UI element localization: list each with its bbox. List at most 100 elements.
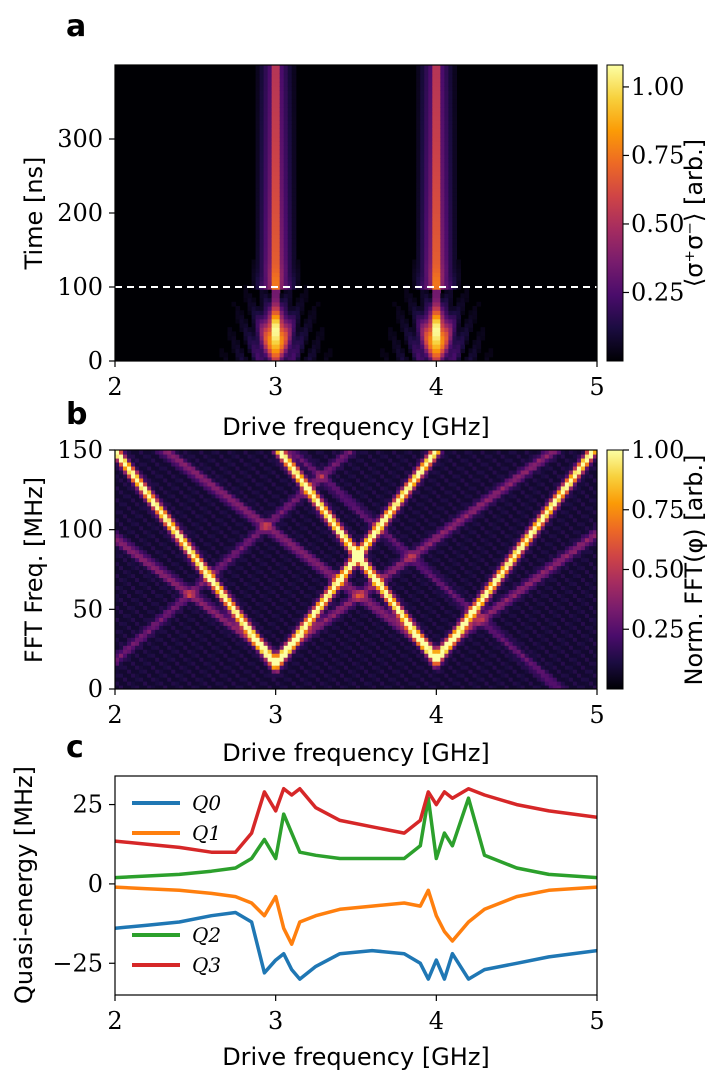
heatmap-b-cell bbox=[147, 509, 152, 515]
heatmap-b-cell bbox=[279, 633, 285, 638]
heatmap-a-cell bbox=[428, 234, 433, 239]
heatmap-a-cell bbox=[275, 255, 281, 261]
heatmap-a-cell bbox=[440, 153, 445, 159]
heatmap-b-cell bbox=[239, 581, 245, 587]
heatmap-b-cell bbox=[243, 645, 249, 650]
heatmap-b-cell bbox=[119, 501, 124, 507]
heatmap-b-cell bbox=[239, 461, 245, 467]
heatmap-a-ytick-label: 200 bbox=[57, 199, 103, 227]
heatmap-a-cell bbox=[436, 90, 441, 96]
heatmap-b-cell bbox=[251, 465, 257, 471]
heatmap-a-cell bbox=[295, 267, 301, 273]
heatmap-b-cell bbox=[223, 549, 229, 555]
heatmap-a-cell bbox=[259, 251, 265, 256]
heatmap-b-cell bbox=[259, 589, 265, 594]
heatmap-b-cell bbox=[203, 601, 208, 606]
heatmap-b-cell bbox=[167, 581, 172, 587]
heatmap-b-cell bbox=[319, 461, 325, 467]
heatmap-a-cell bbox=[444, 339, 449, 345]
heatmap-b-cell bbox=[207, 549, 212, 555]
heatmap-b-cell bbox=[187, 509, 192, 515]
heatmap-b-cell bbox=[283, 565, 289, 571]
heatmap-b-cell bbox=[199, 509, 204, 515]
heatmap-a-cell bbox=[448, 145, 453, 151]
heatmap-b-cell bbox=[303, 581, 309, 587]
heatmap-b-cell bbox=[283, 613, 289, 618]
heatmap-a-cell bbox=[432, 339, 437, 345]
heatmap-b-cell bbox=[315, 677, 321, 682]
heatmap-b-cell bbox=[131, 481, 136, 487]
heatmap-b-cell bbox=[259, 665, 265, 670]
heatmap-b-cell bbox=[219, 681, 225, 686]
heatmap-b-cell bbox=[295, 461, 301, 467]
heatmap-b-cell bbox=[115, 453, 120, 459]
heatmap-b-cell bbox=[151, 493, 156, 499]
heatmap-b-cell bbox=[315, 601, 321, 606]
heatmap-b-cell bbox=[319, 505, 325, 511]
heatmap-a-cell bbox=[440, 81, 445, 87]
heatmap-b-cell bbox=[167, 537, 172, 543]
heatmap-a-cell bbox=[247, 293, 253, 299]
heatmap-a-cell bbox=[448, 301, 453, 307]
heatmap-b-cell bbox=[203, 629, 208, 634]
heatmap-b-cell bbox=[223, 637, 229, 642]
heatmap-b-cell bbox=[175, 637, 180, 642]
heatmap-a-cell bbox=[291, 132, 297, 138]
heatmap-b-cell bbox=[207, 533, 212, 539]
heatmap-b-cell bbox=[135, 617, 140, 622]
heatmap-b-cell bbox=[131, 569, 136, 575]
heatmap-a-xtick-label: 5 bbox=[589, 373, 604, 401]
heatmap-a-cell bbox=[380, 348, 385, 354]
heatmap-b-cell bbox=[115, 450, 120, 455]
heatmap-b-cell bbox=[219, 453, 225, 459]
heatmap-b-cell bbox=[327, 525, 333, 531]
heatmap-b-cell bbox=[179, 593, 184, 598]
heatmap-b-cell bbox=[255, 649, 261, 654]
heatmap-a-cell bbox=[275, 174, 281, 180]
heatmap-a-cell bbox=[456, 314, 462, 320]
heatmap-b-cell bbox=[191, 545, 196, 551]
heatmap-b-cell bbox=[327, 637, 333, 642]
heatmap-b-cell bbox=[139, 617, 144, 622]
heatmap-b-cell bbox=[327, 613, 333, 618]
heatmap-b-cell bbox=[247, 601, 253, 606]
heatmap-b-cell bbox=[203, 465, 208, 471]
heatmap-b-cell bbox=[151, 625, 156, 630]
heatmap-b-cell bbox=[227, 465, 233, 471]
heatmap-b-cell bbox=[275, 517, 281, 523]
heatmap-b-cell bbox=[227, 605, 233, 610]
heatmap-b-cell bbox=[119, 649, 124, 654]
heatmap-b-cell bbox=[243, 501, 249, 507]
heatmap-a-cell bbox=[452, 128, 458, 134]
heatmap-a-cell bbox=[299, 306, 305, 311]
heatmap-a-cell bbox=[448, 77, 453, 83]
heatmap-b-cell bbox=[131, 565, 136, 571]
heatmap-a-cell bbox=[259, 145, 265, 151]
heatmap-b-cell bbox=[323, 629, 329, 634]
heatmap-b-cell bbox=[179, 585, 184, 591]
heatmap-b-cell bbox=[163, 617, 168, 622]
heatmap-b-cell bbox=[175, 561, 180, 567]
heatmap-b-cell bbox=[279, 481, 285, 487]
heatmap-b-cell bbox=[183, 537, 188, 543]
heatmap-b-cell bbox=[143, 517, 148, 523]
heatmap-a-cell bbox=[468, 348, 474, 354]
heatmap-a-cell bbox=[456, 352, 462, 358]
heatmap-a-cell bbox=[255, 229, 261, 235]
heatmap-b-cell bbox=[255, 621, 261, 626]
heatmap-b-cell bbox=[331, 549, 337, 555]
heatmap-a-cell bbox=[275, 318, 281, 324]
heatmap-b-cell bbox=[219, 537, 225, 543]
heatmap-b-cell bbox=[183, 641, 188, 646]
heatmap-b-cell bbox=[223, 521, 229, 527]
heatmap-b-cell bbox=[239, 621, 245, 626]
heatmap-a-cell bbox=[416, 352, 421, 358]
heatmap-b-cell bbox=[199, 573, 204, 579]
heatmap-b-cell bbox=[275, 553, 281, 559]
heatmap-b-cell bbox=[143, 505, 148, 511]
heatmap-b-cell bbox=[223, 509, 229, 515]
heatmap-b-cell bbox=[135, 569, 140, 575]
heatmap-b-cell bbox=[123, 617, 128, 622]
heatmap-b-cell bbox=[203, 477, 208, 483]
heatmap-a-cell bbox=[420, 73, 425, 79]
